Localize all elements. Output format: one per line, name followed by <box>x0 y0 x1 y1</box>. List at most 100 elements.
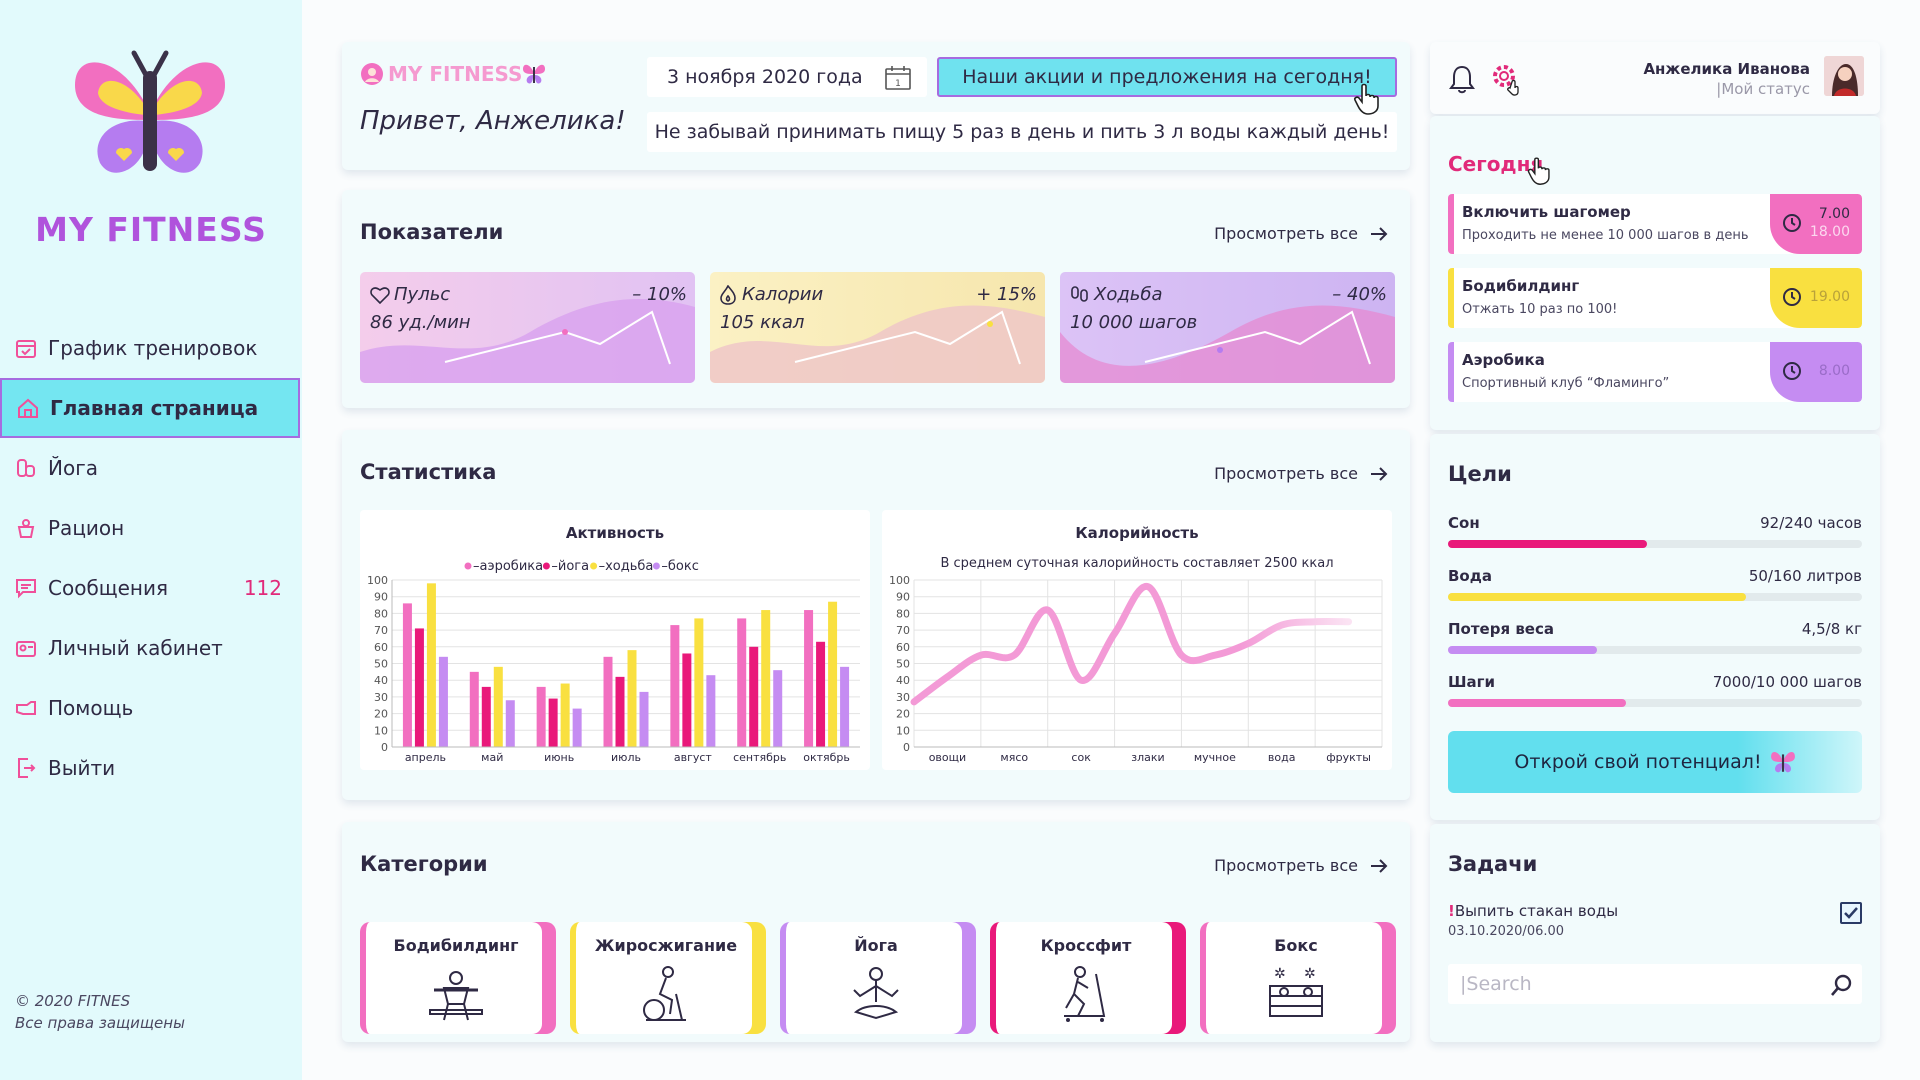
avatar[interactable] <box>1824 56 1864 96</box>
bell-icon[interactable] <box>1448 64 1476 94</box>
metric-tile-calories[interactable]: Калории 105 ккал + 15% <box>710 272 1045 383</box>
y-tick-label: 70 <box>374 624 388 637</box>
sidebar-item-home[interactable]: Главная страница <box>0 378 300 438</box>
date-picker[interactable]: 3 ноября 2020 года 1 <box>647 57 927 97</box>
y-tick-label: 50 <box>374 658 388 671</box>
category-label: Кроссфит <box>1040 936 1132 955</box>
sidebar-item-label: График тренировок <box>48 336 258 360</box>
butterfly-icon <box>1770 751 1795 773</box>
y-tick-label: 60 <box>896 641 910 654</box>
search-input[interactable] <box>1448 964 1862 1004</box>
goals-card: Цели Сон 92/240 часов Вода 50/160 литров… <box>1430 434 1880 820</box>
goal-value: 92/240 часов <box>1760 514 1862 532</box>
bar-йога <box>682 653 692 747</box>
today-task-bodybuilding[interactable]: Бодибилдинг Отжать 10 раз по 100! 19.00 <box>1448 268 1862 328</box>
sidebar-item-help[interactable]: Помощь <box>0 678 302 738</box>
category-bodybuilding[interactable]: Бодибилдинг <box>360 922 556 1034</box>
footprints-icon <box>1071 285 1088 302</box>
bodybuilding-icon <box>429 971 483 1021</box>
stats-see-all-link[interactable]: Просмотреть все <box>1214 464 1388 483</box>
x-tick-label: август <box>674 751 713 764</box>
y-tick-label: 100 <box>367 574 388 587</box>
y-tick-label: 30 <box>374 691 388 704</box>
calorie-series-line <box>910 583 1353 706</box>
unlock-potential-button[interactable]: Открой свой потенциал! <box>1448 731 1862 793</box>
legend-label: –бокс <box>661 559 698 574</box>
calendar-icon[interactable]: 1 <box>885 66 911 90</box>
sidebar-item-schedule[interactable]: График тренировок <box>0 318 302 378</box>
metric-delta: – 10% <box>632 284 687 305</box>
bar-йога <box>816 641 826 747</box>
activity-chart-title: Активность <box>565 524 665 542</box>
metric-tile-walking[interactable]: Ходьба 10 000 шагов – 40% <box>1060 272 1395 383</box>
message-icon <box>14 576 38 600</box>
goal-progress-track <box>1448 699 1862 707</box>
legend-label: –аэробика <box>473 559 543 574</box>
categories-see-all-link[interactable]: Просмотреть все <box>1214 856 1388 875</box>
metrics-see-all-link[interactable]: Просмотреть все <box>1214 224 1388 243</box>
gear-icon[interactable] <box>1490 62 1524 96</box>
bar-ходьба <box>761 610 771 747</box>
y-tick-label: 40 <box>374 674 388 687</box>
bar-ходьба <box>627 650 637 747</box>
x-tick-label: сок <box>1071 751 1091 764</box>
arrow-right-icon <box>1371 466 1388 481</box>
avatar-mini-icon <box>361 63 383 85</box>
y-tick-label: 70 <box>896 624 910 637</box>
cycling-icon <box>643 966 686 1021</box>
sidebar-item-label: Помощь <box>48 696 134 720</box>
y-tick-label: 90 <box>896 591 910 604</box>
sidebar-item-profile[interactable]: Личный кабинет <box>0 618 302 678</box>
today-task-aerobics[interactable]: Аэробика Спортивный клуб “Фламинго” 8.00 <box>1448 342 1862 402</box>
arrow-right-icon <box>1371 858 1388 873</box>
stats-title: Статистика <box>360 460 497 484</box>
category-label: Бокс <box>1274 936 1318 955</box>
metric-tile-pulse[interactable]: Пульс 86 уд./мин – 10% <box>360 272 695 383</box>
copyright: © 2020 FITNES Все права защищены <box>15 990 185 1034</box>
sidebar-item-diet[interactable]: Рацион <box>0 498 302 558</box>
task-color-stripe <box>1448 268 1454 328</box>
sidebar-item-messages[interactable]: Сообщения 112 <box>0 558 302 618</box>
sidebar-item-yoga[interactable]: Йога <box>0 438 302 498</box>
user-status[interactable]: |Мой статус <box>1716 80 1810 98</box>
sidebar-item-logout[interactable]: Выйти <box>0 738 302 798</box>
bar-бокс <box>572 708 582 747</box>
goal-label: Сон <box>1448 514 1480 532</box>
y-tick-label: 80 <box>374 607 388 620</box>
today-task-pedometer[interactable]: Включить шагомер Проходить не менее 10 0… <box>1448 194 1862 254</box>
clock-icon <box>1783 214 1801 232</box>
legend-label: –йога <box>551 559 589 574</box>
hand-cursor-icon <box>1354 83 1379 115</box>
task-title: Включить шагомер <box>1462 203 1631 221</box>
y-tick-label: 0 <box>903 741 910 754</box>
svg-text:1: 1 <box>895 79 901 89</box>
goal-progress-fill <box>1448 540 1647 548</box>
profile-icon <box>14 636 38 660</box>
category-fat-burning[interactable]: Жиросжигание <box>570 922 766 1034</box>
goal-label: Шаги <box>1448 673 1495 691</box>
sidebar-item-label: Рацион <box>48 516 125 540</box>
promo-button[interactable]: Наши акции и предложения на сегодня! <box>937 57 1397 97</box>
y-tick-label: 20 <box>896 708 910 721</box>
categories-card: Категории Просмотреть все Бодибилдинг Жи… <box>342 822 1410 1042</box>
category-crossfit[interactable]: Кроссфит <box>990 922 1186 1034</box>
legend-marker <box>464 562 472 570</box>
see-all-label: Просмотреть все <box>1214 224 1358 243</box>
goals-title: Цели <box>1448 462 1512 486</box>
yoga-pose-icon <box>853 967 899 1020</box>
x-tick-label: июнь <box>544 751 574 764</box>
category-boxing[interactable]: Бокс ✲ ✲ <box>1200 922 1396 1034</box>
butterfly-icon <box>523 64 546 84</box>
metric-label: Пульс <box>370 284 450 305</box>
svg-text:✲: ✲ <box>1304 966 1316 982</box>
y-tick-label: 60 <box>374 641 388 654</box>
sidebar-item-label: Сообщения <box>48 576 169 600</box>
copyright-text: © 2020 FITNES <box>15 992 131 1010</box>
search-icon[interactable] <box>1830 973 1854 997</box>
bar-ходьба <box>828 601 838 747</box>
category-yoga[interactable]: Йога <box>780 922 976 1034</box>
bar-аэробика <box>402 603 412 747</box>
task-description: Спортивный клуб “Фламинго” <box>1462 376 1670 391</box>
task-checkbox[interactable] <box>1840 902 1862 924</box>
svg-text:✲: ✲ <box>1274 966 1286 982</box>
